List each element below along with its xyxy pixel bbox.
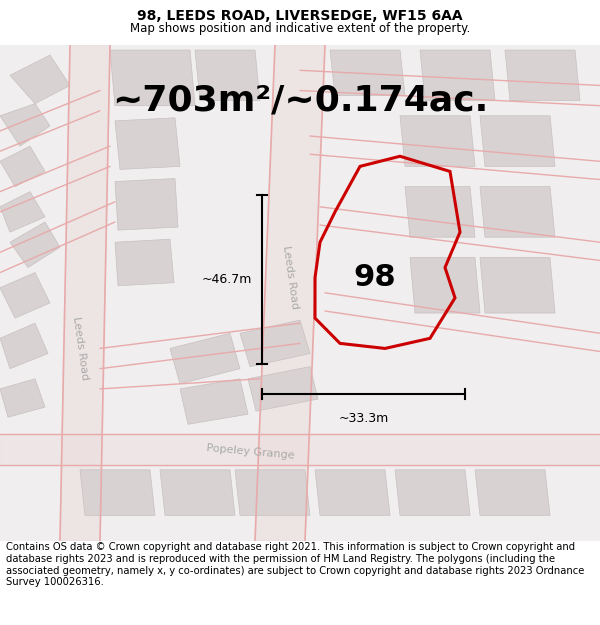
Polygon shape: [330, 50, 405, 96]
Polygon shape: [0, 146, 45, 187]
Polygon shape: [0, 323, 48, 369]
Polygon shape: [110, 50, 195, 106]
Polygon shape: [0, 192, 45, 232]
Polygon shape: [248, 367, 318, 411]
Polygon shape: [315, 470, 390, 516]
Polygon shape: [10, 222, 60, 268]
Polygon shape: [0, 434, 600, 465]
Polygon shape: [170, 333, 240, 384]
Polygon shape: [240, 320, 310, 367]
Text: ~703m²/~0.174ac.: ~703m²/~0.174ac.: [112, 84, 488, 118]
Polygon shape: [255, 45, 325, 541]
Text: 98: 98: [353, 263, 397, 292]
Text: Popeley Grange: Popeley Grange: [206, 442, 295, 461]
Polygon shape: [235, 470, 310, 516]
Polygon shape: [505, 50, 580, 101]
Polygon shape: [0, 272, 50, 318]
Polygon shape: [115, 179, 178, 230]
Text: ~33.3m: ~33.3m: [338, 412, 389, 425]
Polygon shape: [405, 187, 475, 237]
Text: ~46.7m: ~46.7m: [202, 272, 252, 286]
Polygon shape: [0, 379, 45, 418]
Polygon shape: [160, 470, 235, 516]
Polygon shape: [0, 104, 50, 146]
Polygon shape: [60, 45, 110, 541]
Polygon shape: [400, 116, 475, 166]
Text: 98, LEEDS ROAD, LIVERSEDGE, WF15 6AA: 98, LEEDS ROAD, LIVERSEDGE, WF15 6AA: [137, 9, 463, 23]
Polygon shape: [80, 470, 155, 516]
Polygon shape: [195, 50, 260, 101]
Text: Contains OS data © Crown copyright and database right 2021. This information is : Contains OS data © Crown copyright and d…: [6, 542, 584, 588]
Polygon shape: [115, 118, 180, 169]
Polygon shape: [10, 55, 70, 104]
Text: Leeds Road: Leeds Road: [71, 316, 89, 381]
Text: Leeds Road: Leeds Road: [281, 245, 299, 310]
Polygon shape: [480, 116, 555, 166]
Polygon shape: [395, 470, 470, 516]
Polygon shape: [480, 187, 555, 237]
Polygon shape: [410, 258, 480, 313]
Polygon shape: [420, 50, 495, 101]
Polygon shape: [480, 258, 555, 313]
Polygon shape: [115, 239, 174, 286]
Text: Map shows position and indicative extent of the property.: Map shows position and indicative extent…: [130, 22, 470, 35]
Polygon shape: [475, 470, 550, 516]
Polygon shape: [180, 379, 248, 424]
